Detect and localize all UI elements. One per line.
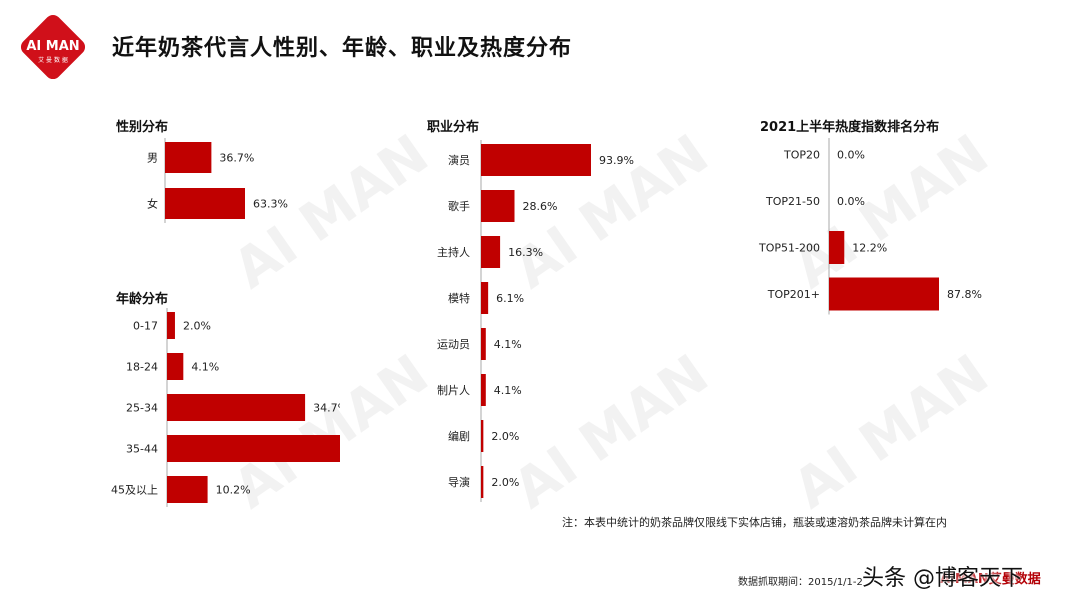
category-label: TOP21-50 <box>765 195 820 208</box>
data-label: 34.7% <box>313 402 340 415</box>
bar <box>165 188 245 219</box>
data-label: 0.0% <box>837 195 865 208</box>
data-label: 2.0% <box>491 476 519 489</box>
category-label: 45及以上 <box>111 484 158 497</box>
toutiao-watermark: 头条 @博客天下 <box>862 566 1023 591</box>
category-label: 运动员 <box>437 338 470 351</box>
chart-title-age: 年龄分布 <box>116 292 169 307</box>
category-label: TOP201+ <box>767 288 820 301</box>
category-label: 25-34 <box>126 402 158 415</box>
page-title: 近年奶茶代言人性别、年龄、职业及热度分布 <box>112 36 573 61</box>
chart-title-occupation: 职业分布 <box>427 120 480 135</box>
category-label: 35-44 <box>126 443 158 456</box>
data-label: 28.6% <box>523 200 558 213</box>
data-label: 0.0% <box>837 149 865 162</box>
bar <box>481 420 484 452</box>
category-label: 主持人 <box>437 245 470 259</box>
data-label: 36.7% <box>219 152 254 165</box>
category-label: 导演 <box>448 475 470 489</box>
footnote: 注：本表中统计的奶茶品牌仅限线下实体店铺，瓶装或速溶奶茶品牌未计算在内 <box>562 516 947 529</box>
category-label: 18-24 <box>126 361 158 374</box>
bar <box>165 142 212 173</box>
data-label: 2.0% <box>491 430 519 443</box>
source-logo: AIMAN艾曼数据 <box>940 572 1041 587</box>
category-label: 0-17 <box>133 320 158 333</box>
category-label: 制片人 <box>437 384 470 397</box>
data-label: 16.3% <box>508 246 543 259</box>
category-label: 男 <box>147 152 158 165</box>
category-label: TOP20 <box>783 149 820 162</box>
bar <box>481 328 486 360</box>
chart-age: 0-172.0%18-244.1%25-3434.7%35-4449.0%45及… <box>111 308 340 507</box>
category-label: TOP51-200 <box>758 242 820 255</box>
watermark: AI MAN <box>781 342 1000 521</box>
bar <box>167 394 306 421</box>
chart-occupation: 演员 93.9% 歌手 28.6% 主持人 16.3% 模特 6.1% 运动员 4.1% 制片人 4.… <box>437 140 634 502</box>
bar <box>481 466 484 498</box>
brand-logo: AI MAN 艾 曼 数 据 <box>20 14 86 80</box>
logo-text: AI MAN <box>26 39 79 54</box>
data-label: 93.9% <box>599 154 634 167</box>
data-label: 87.8% <box>947 288 982 301</box>
data-label: 12.2% <box>852 242 887 255</box>
category-label: 编剧 <box>448 429 470 443</box>
bar <box>167 476 208 503</box>
bar <box>829 231 845 264</box>
bar <box>481 374 486 406</box>
data-label: 63.3% <box>253 198 288 211</box>
logo-subtext: 艾 曼 数 据 <box>38 56 68 64</box>
chart-gender: 男 36.7% 女 63.3% <box>147 138 288 223</box>
data-label: 4.1% <box>494 338 522 351</box>
category-label: 歌手 <box>448 199 470 213</box>
data-label: 2.0% <box>183 320 211 333</box>
chart-heat: TOP20 0.0% TOP21-50 0.0% TOP51-200 12.2% TOP20… <box>758 138 982 315</box>
bar <box>167 353 184 380</box>
bar <box>481 144 591 176</box>
bar <box>167 435 340 462</box>
data-source: 数据抓取期间：2015/1/1-2 <box>738 577 863 588</box>
data-label: 4.1% <box>191 361 219 374</box>
bar <box>481 236 501 268</box>
bar <box>829 277 939 311</box>
category-label: 女 <box>147 197 158 211</box>
category-label: 演员 <box>448 153 470 167</box>
bar <box>481 190 515 222</box>
data-label: 6.1% <box>496 292 524 305</box>
chart-title-gender: 性别分布 <box>116 120 169 135</box>
category-label: 模特 <box>448 291 470 305</box>
bar <box>481 282 489 314</box>
data-label: 4.1% <box>494 384 522 397</box>
bar <box>167 312 175 339</box>
chart-title-heat: 2021上半年热度指数排名分布 <box>760 120 940 135</box>
data-label: 10.2% <box>216 484 251 497</box>
